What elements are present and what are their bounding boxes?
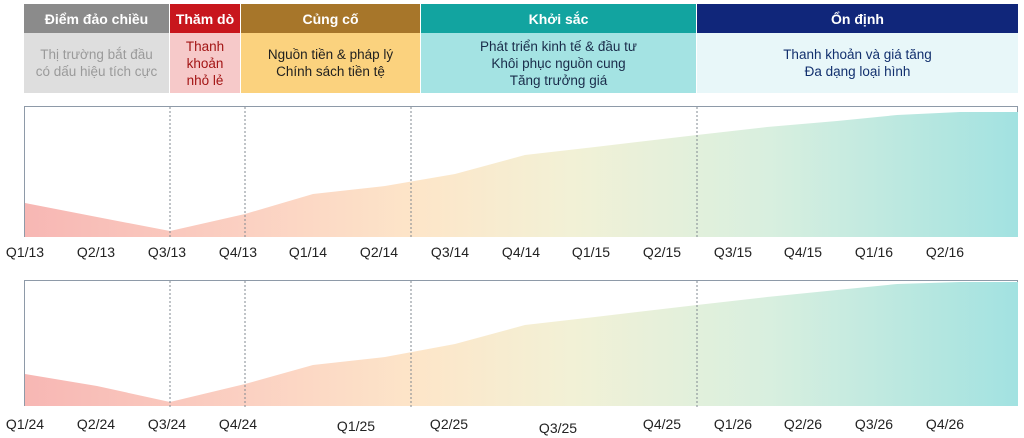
phase-title-stable: Ổn định — [697, 4, 1018, 33]
x-tick: Q4/14 — [501, 244, 541, 260]
phase-desc-turning-point: Thị trường bắt đầu có dấu hiệu tích cực — [24, 33, 170, 93]
phase-desc-recovery: Phát triển kinh tế & đầu tư Khôi phục ng… — [421, 33, 697, 93]
x-tick: Q1/25 — [336, 418, 376, 434]
x-tick: Q1/13 — [5, 244, 45, 260]
x-tick: Q3/13 — [147, 244, 187, 260]
x-tick: Q2/26 — [783, 416, 823, 432]
phase-desc-line: Tăng trưởng giá — [509, 72, 608, 88]
phase-desc-line: Phát triển kinh tế & đầu tư — [480, 38, 637, 54]
x-tick: Q1/14 — [288, 244, 328, 260]
cycle-chart-top — [24, 106, 1018, 238]
phase-desc-line: Đa dạng loại hình — [804, 64, 911, 79]
phase-desc-line: Khôi phục nguồn cung — [491, 55, 626, 71]
x-tick: Q2/24 — [76, 416, 116, 432]
x-tick: Q1/16 — [854, 244, 894, 260]
x-tick: Q3/24 — [147, 416, 187, 432]
phase-desc-line: Thanh khoản và giá tăng — [783, 47, 932, 62]
x-tick: Q2/15 — [642, 244, 682, 260]
x-tick: Q4/26 — [925, 416, 965, 432]
x-tick: Q2/14 — [359, 244, 399, 260]
x-tick: Q3/25 — [538, 420, 578, 436]
phase-desc-line: Chính sách tiền tệ — [276, 64, 385, 79]
x-tick: Q1/24 — [5, 416, 45, 432]
x-tick: Q4/15 — [783, 244, 823, 260]
phase-desc-line: khoản — [186, 55, 224, 71]
x-tick: Q4/13 — [218, 244, 258, 260]
x-tick: Q2/13 — [76, 244, 116, 260]
cycle-area — [25, 282, 1018, 406]
x-tick: Q4/24 — [218, 416, 258, 432]
cycle-chart-bottom — [24, 280, 1018, 407]
cycle-area-svg — [25, 281, 1018, 407]
phase-title-recovery: Khởi sắc — [421, 4, 697, 33]
phase-desc-line: Thanh — [185, 38, 225, 54]
phase-desc-line: Nguồn tiền & pháp lý — [267, 47, 394, 62]
x-tick: Q3/26 — [854, 416, 894, 432]
cycle-area-svg — [25, 107, 1018, 238]
cycle-area — [25, 112, 1018, 237]
x-tick: Q2/16 — [925, 244, 965, 260]
x-tick: Q3/15 — [713, 244, 753, 260]
phase-desc-line: Thị trường bắt đầu — [40, 47, 153, 62]
phase-desc-line: có dấu hiệu tích cực — [35, 64, 158, 79]
phase-title-probing: Thăm dò — [170, 4, 241, 33]
phase-desc-stable: Thanh khoản và giá tăng Đa dạng loại hìn… — [697, 33, 1018, 93]
x-tick: Q2/25 — [429, 416, 469, 432]
phase-title-turning-point: Điểm đảo chiều — [24, 4, 170, 33]
x-tick: Q1/26 — [713, 416, 753, 432]
phase-desc-line: nhỏ lẻ — [186, 72, 224, 88]
x-tick: Q4/25 — [642, 416, 682, 432]
x-tick: Q3/14 — [430, 244, 470, 260]
phase-desc-probing: Thanh khoản nhỏ lẻ — [170, 33, 241, 93]
x-tick: Q1/15 — [571, 244, 611, 260]
phase-title-consolidation: Củng cố — [241, 4, 421, 33]
phase-desc-consolidation: Nguồn tiền & pháp lý Chính sách tiền tệ — [241, 33, 421, 93]
